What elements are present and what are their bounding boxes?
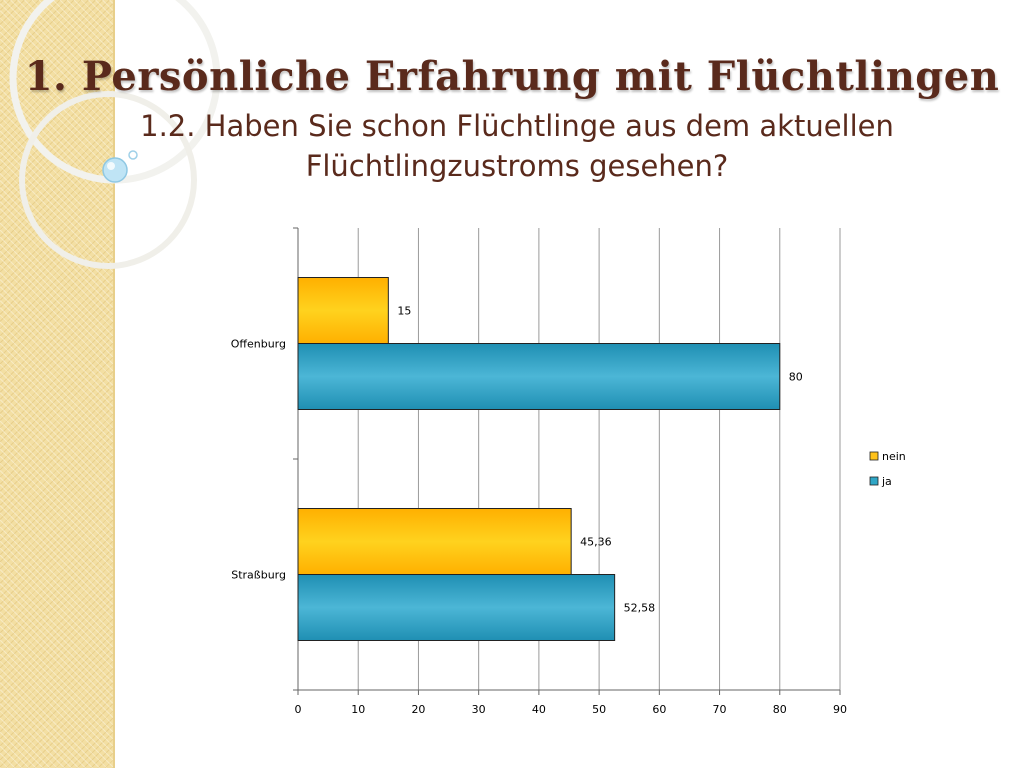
bar-nein [297,508,572,575]
data-label: 52,58 [624,602,656,615]
legend-swatch-ja [869,476,879,486]
data-label: 80 [789,371,803,384]
decorative-circles [9,0,221,269]
decorative-side-strip [0,0,115,768]
slide-title: 1. Persönliche Erfahrung mit Flüchtlinge… [24,53,1000,100]
legend-label: nein [882,450,906,463]
x-tick-label: 60 [652,703,666,716]
bar-ja [297,574,616,641]
bar-nein [297,277,389,344]
x-tick-label: 30 [472,703,486,716]
bar-ja [297,343,781,410]
x-tick-label: 10 [351,703,365,716]
legend-swatch-nein [869,451,879,461]
x-tick-label: 50 [592,703,606,716]
legend-label: ja [881,475,892,488]
title-block: 1. Persönliche Erfahrung mit Flüchtlinge… [0,50,1024,186]
x-tick-label: 80 [773,703,787,716]
chart-grid [293,227,841,695]
category-label: Offenburg [231,338,286,351]
chart-legend: nein ja [869,450,906,488]
x-tick-label: 90 [833,703,847,716]
data-label: 45,36 [580,536,612,549]
x-tick-label: 70 [713,703,727,716]
chart-labels: 0 10 20 30 40 50 60 70 80 90 Offenburg 15 80 Straßbur… [231,305,847,717]
chart-bars [297,277,781,641]
slide-subtitle: 1.2. Haben Sie schon Flüchtlinge aus dem… [140,109,894,183]
x-tick-label: 0 [295,703,302,716]
x-tick-label: 40 [532,703,546,716]
category-label: Straßburg [231,569,286,582]
data-label: 15 [397,305,411,318]
x-tick-label: 20 [411,703,425,716]
